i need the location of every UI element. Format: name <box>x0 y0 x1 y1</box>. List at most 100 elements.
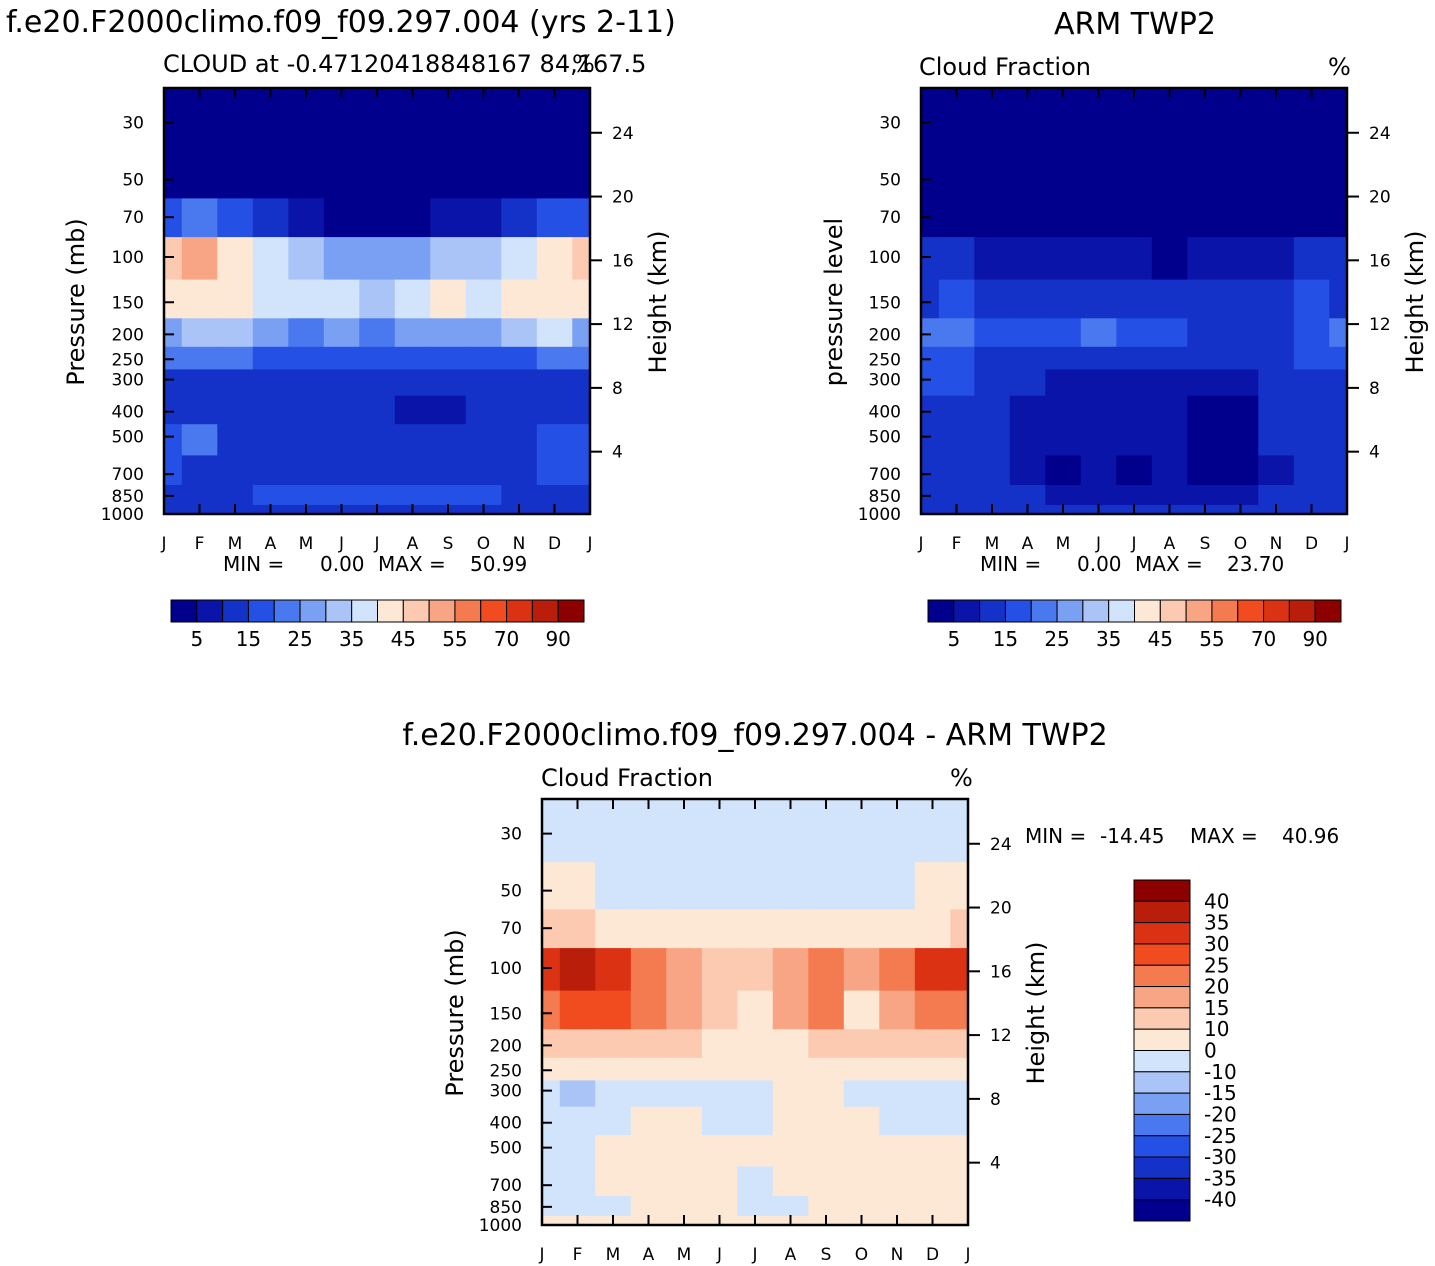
heat-cell <box>572 485 591 506</box>
heat-cell <box>950 799 969 863</box>
heat-cell <box>879 862 916 910</box>
heat-cell <box>737 1135 774 1167</box>
heat-cell <box>572 504 591 515</box>
y-tick-label: 250 <box>490 1061 522 1081</box>
heat-cell <box>536 424 573 456</box>
heat-cell <box>1293 237 1330 281</box>
heat-cell <box>536 318 573 348</box>
y-tick-label: 500 <box>869 428 901 448</box>
heat-cell <box>737 862 774 910</box>
heat-cell <box>1009 346 1046 370</box>
colorbar-label: 35 <box>339 627 364 651</box>
y-tick-label: 850 <box>490 1198 522 1218</box>
heat-cell <box>772 1166 809 1197</box>
heat-cell <box>701 1057 738 1081</box>
heat-cell <box>542 862 561 910</box>
heat-cell <box>879 1196 916 1217</box>
heat-cell <box>1080 198 1117 238</box>
model-max-value: 50.99 <box>470 552 527 576</box>
heat-cell <box>595 1135 632 1167</box>
heat-cell <box>536 455 573 486</box>
heat-cell <box>323 346 360 370</box>
heat-cell <box>536 485 573 506</box>
heat-cell <box>1080 151 1117 199</box>
heat-cell <box>938 346 975 370</box>
heat-cell <box>921 455 940 486</box>
heat-cell <box>808 1029 845 1059</box>
heat-cell <box>572 369 591 397</box>
heat-cell <box>1009 198 1046 238</box>
heat-cell <box>394 485 431 506</box>
heat-cell <box>1222 88 1259 152</box>
heat-cell <box>938 279 975 319</box>
heat-cell <box>359 318 396 348</box>
heat-cell <box>921 424 940 456</box>
y-tick-label: 30 <box>879 114 901 134</box>
heat-cell <box>501 424 538 456</box>
heat-cell <box>288 318 325 348</box>
heat-cell <box>359 279 396 319</box>
heat-cell <box>164 504 183 515</box>
heat-cell <box>808 1106 845 1136</box>
heat-cell <box>288 198 325 238</box>
heat-cell <box>879 1029 916 1059</box>
heat-cell <box>359 88 396 152</box>
heat-cell <box>323 424 360 456</box>
colorbar-box <box>402 599 430 623</box>
heat-cell <box>1187 346 1224 370</box>
heat-cell <box>288 279 325 319</box>
x-tick-label: J <box>586 534 592 554</box>
heat-cell <box>252 318 289 348</box>
heat-cell <box>359 455 396 486</box>
heat-cell <box>914 1029 951 1059</box>
colorbar-box <box>1133 1199 1191 1222</box>
heat-cell <box>666 909 703 949</box>
heat-cell <box>666 1166 703 1197</box>
heat-cell <box>772 799 809 863</box>
heat-cell <box>1045 279 1082 319</box>
heat-cell <box>1329 88 1348 152</box>
heat-cell <box>536 346 573 370</box>
heat-cell <box>501 198 538 238</box>
y-tick-label: 1000 <box>858 505 901 525</box>
heat-cell <box>1116 151 1153 199</box>
heat-cell <box>559 909 596 949</box>
heat-cell <box>938 198 975 238</box>
colorbar-label: 90 <box>545 627 570 651</box>
heat-cell <box>938 424 975 456</box>
heat-cell <box>217 395 254 425</box>
heat-cell <box>1258 279 1295 319</box>
heat-cell <box>1329 424 1348 456</box>
y-tick-label: 50 <box>122 171 144 191</box>
heat-cell <box>1045 424 1082 456</box>
heat-cell <box>1293 151 1330 199</box>
x-tick-label: M <box>606 1245 621 1265</box>
heat-cell <box>595 1106 632 1136</box>
heat-cell <box>772 1135 809 1167</box>
heat-cell <box>465 279 502 319</box>
heat-cell <box>252 485 289 506</box>
colorbar-label: 70 <box>494 627 519 651</box>
colorbar-label: 40 <box>1204 889 1229 913</box>
heat-cell <box>974 455 1011 486</box>
y-tick-label: 150 <box>112 293 144 313</box>
heat-cell <box>1293 318 1330 348</box>
heat-cell <box>572 198 591 238</box>
heat-cell <box>164 455 183 486</box>
colorbar-box <box>1134 599 1161 623</box>
heat-cell <box>181 346 218 370</box>
x-tick-label: A <box>643 1245 655 1265</box>
heat-cell <box>808 909 845 949</box>
heat-cell <box>701 862 738 910</box>
colorbar-label: -15 <box>1204 1081 1237 1105</box>
heat-cell <box>217 237 254 281</box>
heat-cell <box>921 151 940 199</box>
colorbar-box <box>1133 943 1191 966</box>
heat-cell <box>252 151 289 199</box>
heat-cell <box>666 1029 703 1059</box>
colorbar-label: 15 <box>1204 996 1229 1020</box>
heat-cell <box>465 424 502 456</box>
heat-cell <box>630 1196 667 1217</box>
colorbar-box <box>299 599 327 623</box>
